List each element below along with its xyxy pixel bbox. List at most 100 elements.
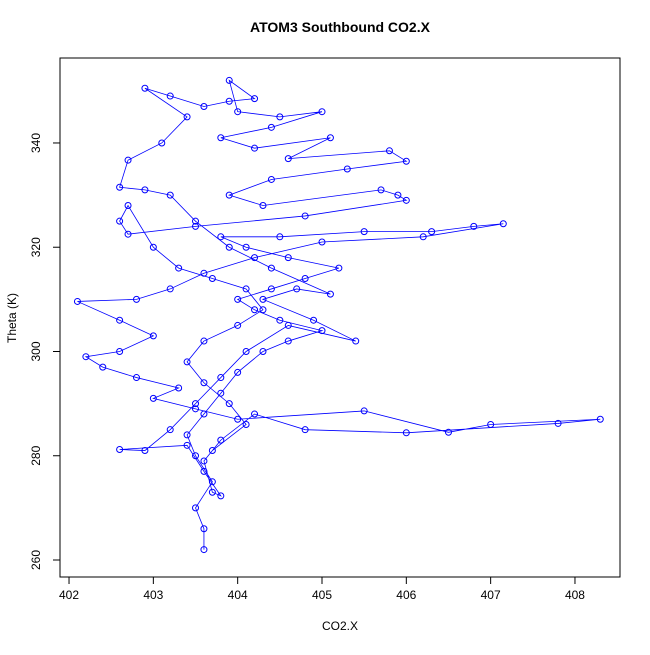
- data-point: [217, 389, 225, 397]
- data-point: [183, 441, 191, 449]
- data-point: [335, 264, 343, 272]
- y-tick-label: 300: [29, 341, 43, 361]
- data-point: [419, 233, 427, 241]
- data-point: [318, 108, 326, 116]
- data-point: [251, 144, 259, 152]
- data-point: [73, 297, 81, 305]
- data-point: [166, 92, 174, 100]
- data-point: [192, 222, 200, 230]
- data-point: [200, 457, 208, 465]
- data-point: [183, 431, 191, 439]
- data-point: [116, 217, 124, 225]
- x-tick-label: 402: [59, 588, 79, 602]
- data-point: [200, 379, 208, 387]
- data-line: [77, 79, 601, 550]
- data-point: [267, 264, 275, 272]
- x-tick-label: 403: [143, 588, 163, 602]
- data-point: [259, 202, 267, 210]
- data-point: [166, 191, 174, 199]
- data-point: [318, 238, 326, 246]
- data-point: [394, 191, 402, 199]
- data-point: [183, 113, 191, 121]
- data-point: [377, 186, 385, 194]
- data-point: [293, 285, 301, 293]
- data-point: [554, 419, 562, 427]
- data-point: [444, 428, 452, 436]
- data-point: [166, 426, 174, 434]
- data-point: [192, 400, 200, 408]
- data-point: [251, 254, 259, 262]
- data-point: [301, 275, 309, 283]
- plot-frame: [59, 57, 621, 578]
- data-point: [234, 368, 242, 376]
- data-point: [82, 353, 90, 361]
- data-point: [267, 175, 275, 183]
- data-point: [200, 546, 208, 554]
- data-point: [141, 186, 149, 194]
- data-point: [192, 217, 200, 225]
- data-point: [225, 76, 233, 84]
- data-point: [200, 525, 208, 533]
- data-point: [284, 155, 292, 163]
- data-point: [360, 228, 368, 236]
- data-point: [402, 196, 410, 204]
- chart-title: ATOM3 Southbound CO2.X: [250, 19, 431, 35]
- data-point: [158, 139, 166, 147]
- data-point: [217, 492, 225, 500]
- data-point: [596, 415, 604, 423]
- data-point: [166, 285, 174, 293]
- x-axis-label: CO2.X: [322, 619, 358, 633]
- data-point: [116, 183, 124, 191]
- data-point: [301, 426, 309, 434]
- data-point: [208, 488, 216, 496]
- data-point: [284, 254, 292, 262]
- data-point: [284, 337, 292, 345]
- x-tick-label: 405: [312, 588, 332, 602]
- data-point: [217, 374, 225, 382]
- data-point: [242, 285, 250, 293]
- data-point: [251, 306, 259, 314]
- data-point: [242, 420, 250, 428]
- data-point: [124, 156, 132, 164]
- data-point: [470, 222, 478, 230]
- data-point: [175, 384, 183, 392]
- data-point: [318, 327, 326, 335]
- data-point: [141, 84, 149, 92]
- data-point: [200, 102, 208, 110]
- data-point: [428, 228, 436, 236]
- data-point: [310, 316, 318, 324]
- data-point: [499, 220, 507, 228]
- data-point: [343, 165, 351, 173]
- data-point: [242, 243, 250, 251]
- y-axis-label: Theta (K): [5, 293, 19, 343]
- data-point: [200, 269, 208, 277]
- data-point: [208, 478, 216, 486]
- data-point: [192, 452, 200, 460]
- x-tick-label: 407: [481, 588, 501, 602]
- data-point: [360, 407, 368, 415]
- data-point: [192, 405, 200, 413]
- data-point: [276, 113, 284, 121]
- data-point: [200, 337, 208, 345]
- data-point: [200, 467, 208, 475]
- y-tick-label: 260: [29, 550, 43, 570]
- data-point: [259, 347, 267, 355]
- data-point: [225, 97, 233, 105]
- data-point: [284, 321, 292, 329]
- data-point: [225, 243, 233, 251]
- data-point: [99, 363, 107, 371]
- data-point: [208, 275, 216, 283]
- data-point: [217, 233, 225, 241]
- data-point: [251, 95, 259, 103]
- data-point: [149, 332, 157, 340]
- data-point: [352, 337, 360, 345]
- data-point: [175, 264, 183, 272]
- data-point: [225, 400, 233, 408]
- data-point: [200, 410, 208, 418]
- data-point: [267, 285, 275, 293]
- x-tick-label: 406: [396, 588, 416, 602]
- y-tick-label: 280: [29, 445, 43, 465]
- data-point: [276, 233, 284, 241]
- data-point: [402, 429, 410, 437]
